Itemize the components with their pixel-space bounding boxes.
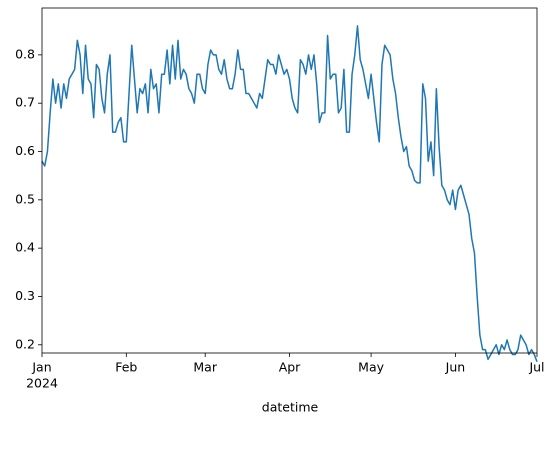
- y-tick-label: 0.8: [15, 46, 35, 61]
- x-tick-label: Mar: [193, 360, 217, 375]
- x-tick-label: Feb: [115, 360, 137, 375]
- plot-frame: [41, 7, 538, 354]
- y-tick-label: 0.5: [15, 191, 35, 206]
- y-tick-label: 0.2: [15, 336, 35, 351]
- y-tick-label: 0.4: [15, 240, 35, 255]
- x-tick-label: Jan: [31, 360, 51, 375]
- x-tick-label: Jul: [528, 360, 544, 375]
- x-tick-label: Jun: [445, 360, 466, 375]
- y-tick-label: 0.3: [15, 288, 35, 303]
- data-line: [41, 25, 538, 362]
- y-tick-label: 0.6: [15, 143, 35, 158]
- x-tick-label: Apr: [279, 360, 301, 375]
- x-year-label: 2024: [26, 376, 58, 391]
- y-tick-label: 0.7: [15, 95, 35, 110]
- x-tick-label: May: [358, 360, 384, 375]
- x-axis-label: datetime: [262, 400, 319, 415]
